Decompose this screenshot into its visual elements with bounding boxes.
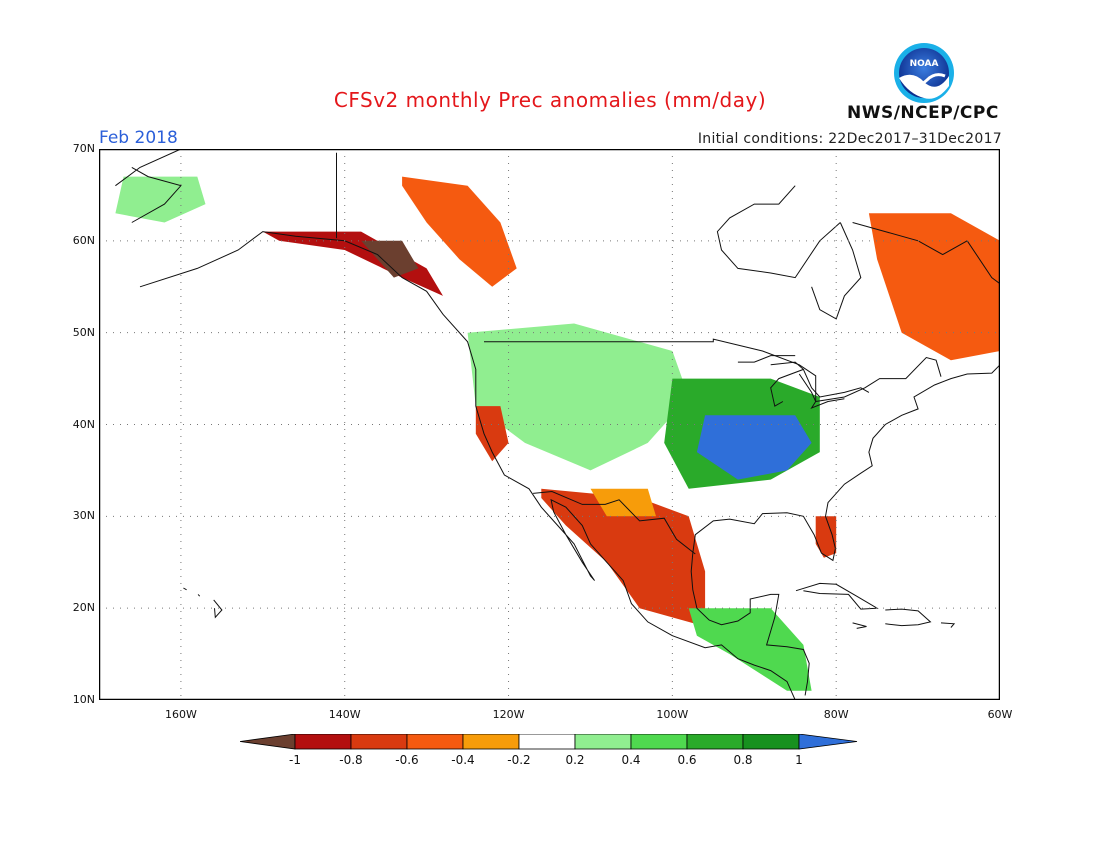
lon-tick-label: 120W (492, 708, 525, 721)
colorbar-segment (574, 734, 632, 750)
noaa-logo: NOAA (893, 42, 955, 104)
lon-tick-label: 100W (656, 708, 689, 721)
forecast-month-label: Feb 2018 (99, 128, 178, 148)
agency-label: NWS/NCEP/CPC (847, 103, 999, 123)
anomaly-region (402, 176, 517, 287)
anomaly-map (99, 149, 1000, 700)
anomaly-region (262, 231, 443, 296)
lat-tick-label: 20N (72, 601, 95, 615)
colorbar-tick-label: 0.6 (677, 753, 697, 767)
coastline (690, 553, 810, 696)
anomaly-region (361, 240, 419, 278)
colorbar-tick-label: 0.2 (565, 753, 585, 767)
colorbar-tick-label: -0.8 (339, 753, 363, 767)
anomaly-region (541, 488, 706, 627)
colorbar-segment (350, 734, 408, 750)
lon-tick-label: 160W (164, 708, 197, 721)
coastline (139, 231, 796, 700)
map-panel (99, 149, 1000, 700)
coastline (811, 222, 862, 320)
coastline (183, 587, 187, 591)
colorbar-segment (686, 734, 744, 750)
coastline (213, 599, 223, 619)
anomaly-region (696, 415, 812, 480)
colorbar-tick-label: -0.2 (507, 753, 531, 767)
anomaly-region (590, 488, 656, 517)
coastline (795, 582, 879, 610)
anomaly-region (868, 213, 1000, 361)
graticule (99, 149, 1000, 700)
map-frame (99, 149, 1000, 700)
coastline (770, 361, 805, 407)
coastline (798, 373, 845, 410)
lat-tick-label: 60N (72, 233, 95, 247)
anomaly-region (815, 516, 837, 558)
colorbar-segment (462, 734, 520, 750)
anomaly-fills (115, 176, 1000, 691)
coastline (692, 364, 1000, 562)
colorbar-tick-label: -1 (289, 753, 301, 767)
coastline (885, 608, 932, 627)
lon-tick-label: 140W (328, 708, 361, 721)
border-line (484, 338, 942, 403)
lat-tick-label: 30N (72, 509, 95, 523)
colorbar-tick-label: 0.8 (733, 753, 753, 767)
coastline (737, 355, 796, 363)
lon-tick-label: 60W (987, 708, 1013, 721)
anomaly-region (115, 176, 206, 223)
lat-tick-label: 40N (72, 417, 95, 431)
colorbar-tick-label: -0.6 (395, 753, 419, 767)
initial-conditions-label: Initial conditions: 22Dec2017–31Dec2017 (697, 131, 1002, 147)
coastlines (115, 149, 1000, 700)
colorbar-segment (240, 734, 296, 750)
colorbar-tick-label: 1 (795, 753, 803, 767)
lat-tick-label: 10N (72, 693, 95, 706)
colorbar-segment (630, 734, 688, 750)
coastline (852, 222, 1000, 285)
colorbar-tick-label: 0.4 (621, 753, 641, 767)
coastline (852, 622, 867, 629)
colorbar-tick-label: -0.4 (451, 753, 475, 767)
coastline (131, 166, 182, 223)
colorbar-segment (294, 734, 352, 750)
anomaly-region (467, 323, 689, 471)
logo-text: NOAA (910, 59, 939, 69)
colorbar-segment (742, 734, 800, 750)
anomaly-region (475, 406, 509, 462)
colorbar-segment (406, 734, 464, 750)
lat-tick-label: 70N (72, 142, 95, 155)
coastline (716, 185, 841, 279)
colorbar-segment (798, 734, 858, 750)
border-line (533, 490, 696, 555)
chart-title: CFSv2 monthly Prec anomalies (mm/day) (333, 88, 767, 112)
coastline (197, 594, 201, 597)
coastline (940, 622, 956, 628)
colorbar-segment (518, 734, 576, 750)
coastline (115, 149, 182, 187)
colorbar (240, 734, 858, 750)
lon-tick-label: 80W (823, 708, 849, 721)
lat-tick-label: 50N (72, 325, 95, 339)
anomaly-region (688, 608, 812, 691)
